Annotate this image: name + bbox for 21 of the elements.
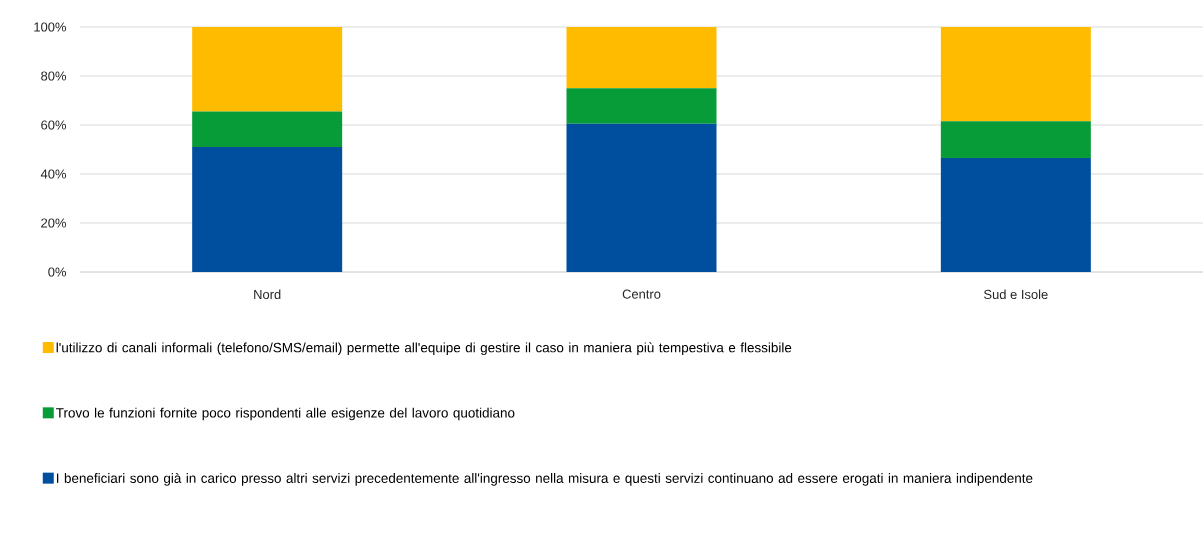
legend-label: Trovo le funzioni fornite poco rispondenti alle esigenze del lavoro quotidiano xyxy=(56,407,515,421)
x-tick-label: Sud e Isole xyxy=(984,289,1048,300)
bar xyxy=(192,27,343,112)
y-tick-label: 20% xyxy=(41,218,67,228)
bar xyxy=(566,88,717,124)
bar xyxy=(940,158,1091,272)
bar xyxy=(940,121,1091,159)
y-tick-label: 100% xyxy=(34,22,67,32)
legend-label: I beneficiari sono già in carico presso altri servizi precedentemente all'ingresso nella misura e questi servizi continuano ad essere erogati in maniera indipendente xyxy=(56,472,1033,486)
bar xyxy=(192,111,343,148)
bar xyxy=(940,27,1091,122)
y-tick-label: 40% xyxy=(40,169,67,179)
bar xyxy=(566,27,717,89)
y-tick-label: 60% xyxy=(41,120,67,130)
x-tick-label: Centro xyxy=(622,289,661,299)
y-tick-label: 0% xyxy=(48,267,67,277)
legend-label: l'utilizzo di canali informali (telefono/SMS/email) permette all'equipe di gestire il caso in maniera più tempestiva e flessibile xyxy=(56,342,792,356)
bar xyxy=(566,123,717,272)
y-tick-label: 80% xyxy=(41,71,67,81)
bar xyxy=(192,147,343,272)
x-tick-label: Nord xyxy=(254,289,281,300)
